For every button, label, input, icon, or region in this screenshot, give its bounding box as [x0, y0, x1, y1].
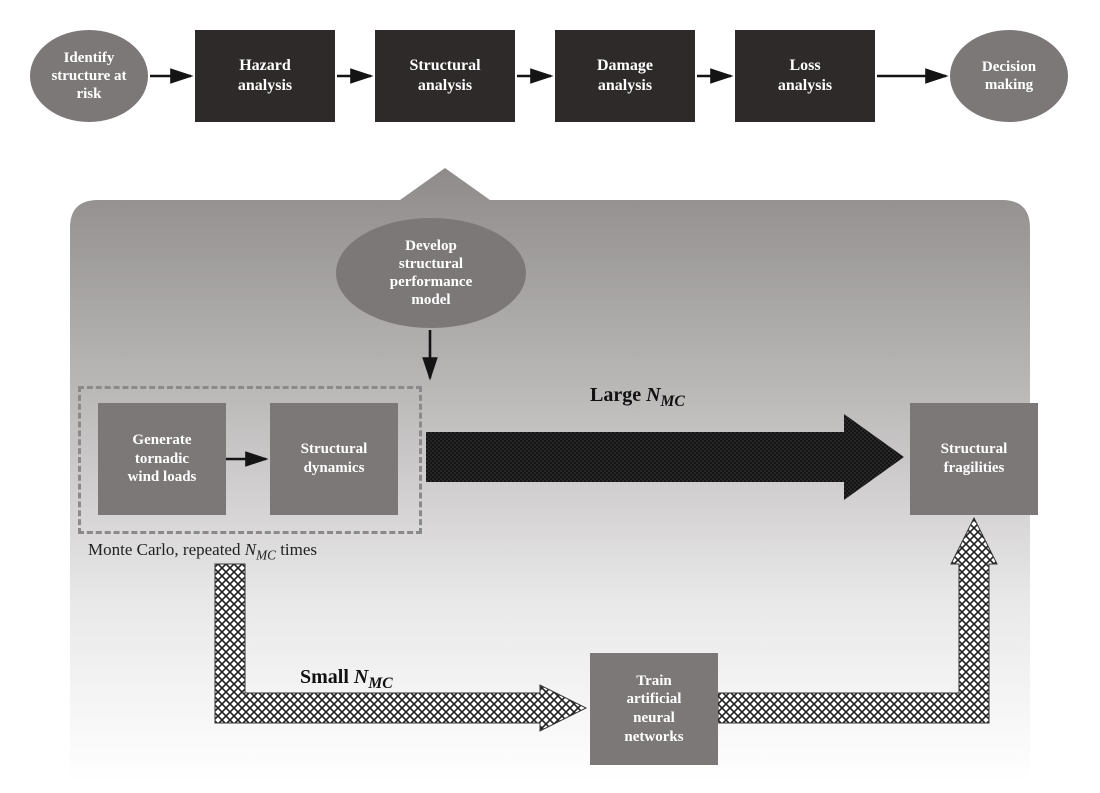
callout-panel: Developstructuralperformancemodel Generat… [30, 168, 1070, 783]
label-small-nmc: Small NMC [300, 666, 393, 693]
arrow-large-nmc [426, 414, 904, 500]
node-fragilities: Structuralfragilities [910, 403, 1038, 515]
node-train: Trainartificialneuralnetworks [590, 653, 718, 765]
label-large-nmc: Large NMC [590, 384, 685, 411]
node-develop: Developstructuralperformancemodel [336, 218, 526, 328]
monte-carlo-caption: Monte Carlo, repeated NMC times [88, 540, 317, 563]
node-dynamics: Structuraldynamics [270, 403, 398, 515]
top-flow-arrows [0, 20, 1100, 140]
arrow-train-fragilities [718, 518, 997, 723]
top-flow: Identifystructure atriskHazardanalysisSt… [0, 20, 1100, 140]
node-generate: Generatetornadicwind loads [98, 403, 226, 515]
arrow-small-nmc [215, 564, 586, 731]
